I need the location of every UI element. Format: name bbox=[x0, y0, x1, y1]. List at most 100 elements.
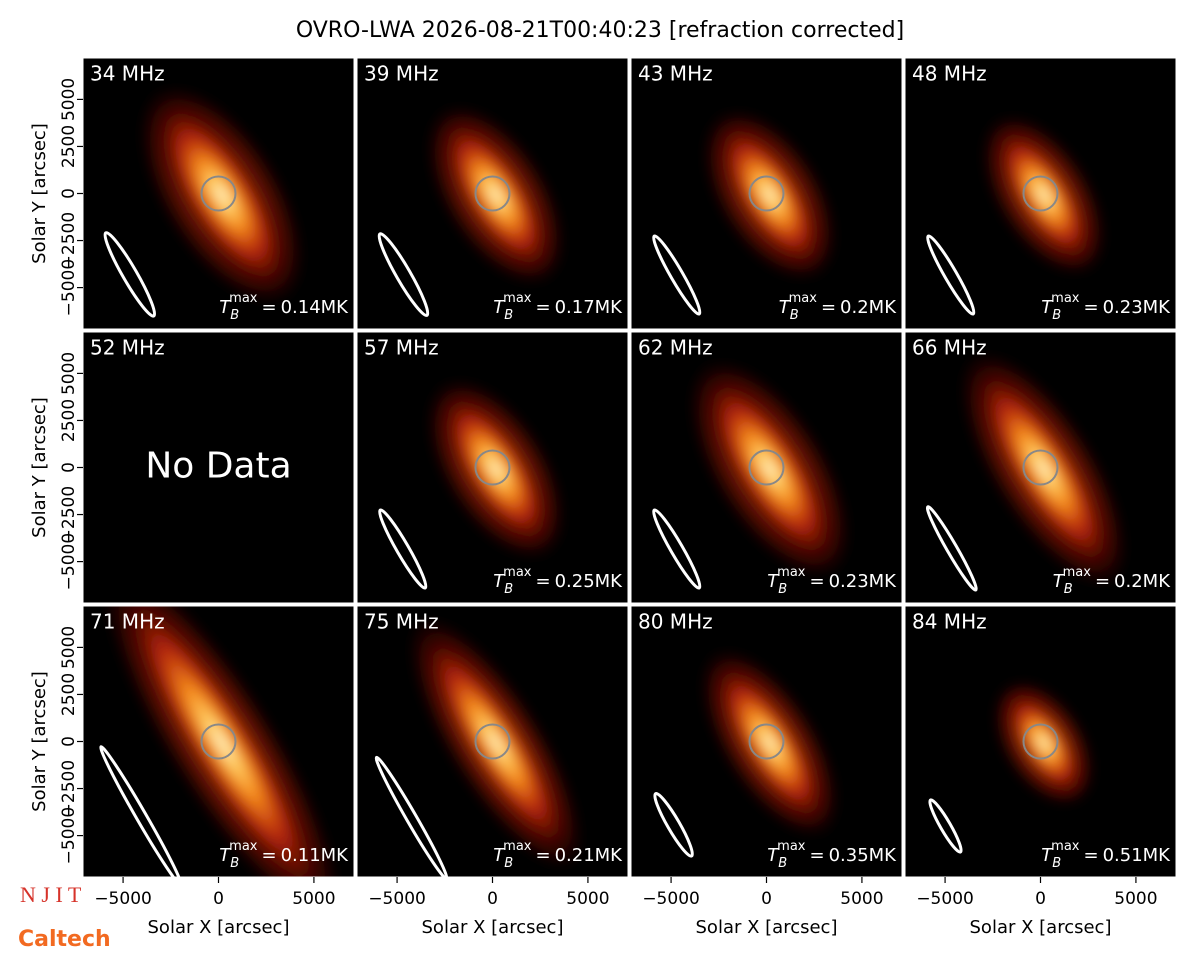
tmax-superscript: max bbox=[777, 565, 806, 580]
tmax-superscript: max bbox=[789, 291, 818, 306]
tmax-superscript: max bbox=[1051, 291, 1080, 306]
tmax-equals: = bbox=[809, 845, 824, 866]
y-tick-label: 0 bbox=[59, 462, 79, 473]
emission bbox=[439, 116, 552, 274]
radio-image bbox=[653, 646, 841, 858]
tmax-equals: = bbox=[821, 297, 836, 318]
tmax-subscript: B bbox=[504, 856, 513, 871]
x-axis-label: Solar X [arcsec] bbox=[970, 917, 1112, 938]
tmax-symbol: T bbox=[493, 571, 506, 592]
tmax-symbol: T bbox=[1041, 297, 1054, 318]
panel: 43 MHz TBmax = 0.2MK bbox=[630, 57, 903, 330]
emission bbox=[1003, 688, 1085, 798]
panel: 48 MHz TBmax = 0.23MK bbox=[904, 57, 1177, 330]
tmax-superscript: max bbox=[503, 565, 532, 580]
radio-image bbox=[652, 357, 853, 590]
tmax-value: 0.17MK bbox=[555, 297, 624, 318]
frequency-label: 57 MHz bbox=[364, 336, 439, 360]
panel: 57 MHz TBmax = 0.25MK bbox=[356, 331, 629, 604]
y-tick-label: 5000 bbox=[59, 626, 79, 669]
panel-frame bbox=[356, 57, 629, 330]
tmax-value: 0.35MK bbox=[829, 845, 898, 866]
tmax-symbol: T bbox=[493, 297, 506, 318]
tmax-equals: = bbox=[535, 845, 550, 866]
tmax-superscript: max bbox=[229, 839, 258, 854]
x-axis-label: Solar X [arcsec] bbox=[696, 917, 838, 938]
beam bbox=[928, 798, 963, 854]
tmax-equals: = bbox=[1095, 571, 1110, 592]
frequency-label: 62 MHz bbox=[638, 336, 713, 360]
y-tick-label: 0 bbox=[59, 736, 79, 747]
y-axis-label: Solar Y [arcsec] bbox=[29, 397, 50, 538]
y-tick-label: −2500 bbox=[59, 760, 79, 818]
radio-image bbox=[652, 107, 839, 316]
x-tick-label: 5000 bbox=[1114, 889, 1157, 909]
emission bbox=[973, 365, 1114, 573]
tmax-label: TBmax = 0.35MK bbox=[767, 839, 897, 871]
y-tick-label: 5000 bbox=[59, 352, 79, 395]
x-tick-label: −5000 bbox=[642, 889, 700, 909]
tmax-symbol: T bbox=[219, 297, 232, 318]
tmax-superscript: max bbox=[1063, 565, 1092, 580]
frequency-label: 84 MHz bbox=[912, 610, 987, 634]
solar-disk bbox=[1022, 723, 1059, 760]
x-tick-label: 5000 bbox=[292, 889, 335, 909]
tmax-label: TBmax = 0.2MK bbox=[779, 291, 898, 323]
tmax-value: 0.2MK bbox=[840, 297, 897, 318]
y-axis-label: Solar Y [arcsec] bbox=[29, 671, 50, 812]
panel-background bbox=[83, 332, 354, 603]
frequency-label: 39 MHz bbox=[364, 62, 439, 86]
beam bbox=[652, 234, 702, 316]
tmax-subscript: B bbox=[790, 308, 799, 323]
y-tick-label: −5000 bbox=[59, 807, 79, 865]
panel: 66 MHz TBmax = 0.2MK bbox=[904, 331, 1177, 604]
beam bbox=[377, 232, 430, 317]
tmax-label: TBmax = 0.51MK bbox=[1041, 839, 1171, 871]
beam bbox=[653, 791, 694, 858]
y-tick-label: 2500 bbox=[59, 125, 79, 168]
emission bbox=[712, 660, 827, 826]
tmax-value: 0.14MK bbox=[281, 297, 350, 318]
tmax-symbol: T bbox=[767, 571, 780, 592]
solar-disk bbox=[474, 175, 511, 212]
y-tick-label: −2500 bbox=[59, 212, 79, 270]
tmax-value: 0.23MK bbox=[829, 571, 898, 592]
tmax-subscript: B bbox=[230, 308, 239, 323]
beam bbox=[99, 745, 183, 877]
radio-image bbox=[928, 678, 1096, 854]
emission bbox=[439, 390, 552, 548]
tmax-equals: = bbox=[809, 571, 824, 592]
y-tick-label: −5000 bbox=[59, 259, 79, 317]
frequency-label: 34 MHz bbox=[90, 62, 165, 86]
tmax-symbol: T bbox=[219, 845, 232, 866]
frequency-label: 52 MHz bbox=[90, 336, 165, 360]
radio-image bbox=[374, 613, 585, 877]
x-tick-label: 0 bbox=[1035, 889, 1046, 909]
panel: 52 MHz No Data 5000 2500 0 −2500−5000 Solar Y … bbox=[29, 331, 355, 604]
y-tick-label: −2500 bbox=[59, 486, 79, 544]
emission bbox=[154, 99, 290, 291]
tmax-label: TBmax = 0.14MK bbox=[219, 291, 349, 323]
frequency-label: 66 MHz bbox=[912, 336, 987, 360]
solar-disk bbox=[200, 175, 237, 212]
solar-disk bbox=[748, 723, 785, 760]
y-tick-label: 5000 bbox=[59, 78, 79, 121]
frequency-label: 71 MHz bbox=[90, 610, 165, 634]
radio-image bbox=[926, 112, 1108, 316]
beam bbox=[378, 508, 428, 590]
tmax-equals: = bbox=[261, 297, 276, 318]
y-tick-label: 2500 bbox=[59, 673, 79, 716]
tmax-value: 0.51MK bbox=[1103, 845, 1172, 866]
panel-frame bbox=[904, 57, 1177, 330]
panel: 62 MHz TBmax = 0.23MK bbox=[630, 331, 903, 604]
tmax-superscript: max bbox=[503, 291, 532, 306]
tmax-label: TBmax = 0.17MK bbox=[493, 291, 623, 323]
x-axis-label: Solar X [arcsec] bbox=[422, 917, 564, 938]
solar-disk bbox=[1022, 449, 1059, 486]
beam bbox=[925, 505, 978, 592]
